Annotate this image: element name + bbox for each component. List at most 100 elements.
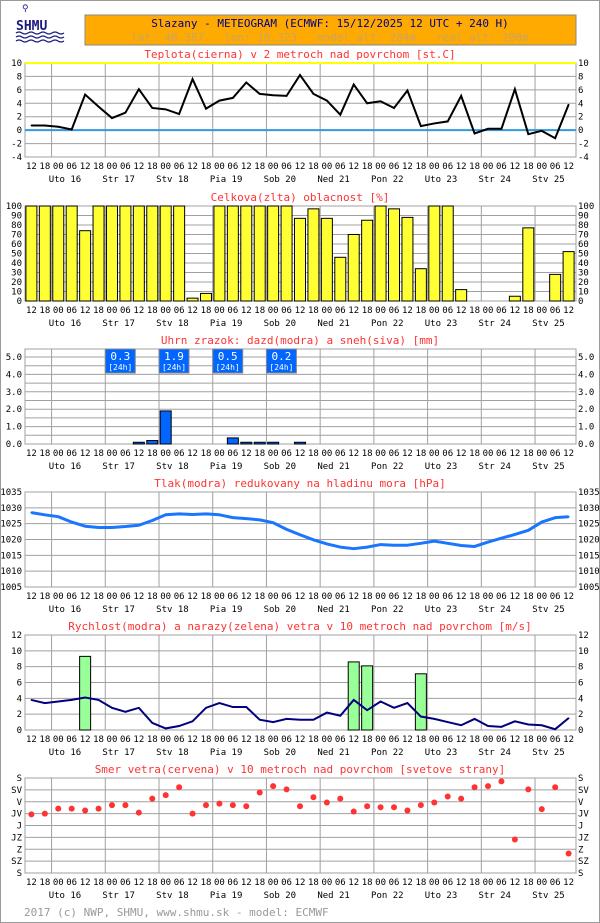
y-tick-label-left: 4 — [17, 99, 22, 109]
y-tick-label-left: 90 — [11, 212, 22, 222]
y-tick-label-left: V — [17, 798, 23, 808]
hour-label: 00 — [53, 162, 64, 172]
daily-total-box — [158, 348, 190, 374]
hour-label: 12 — [456, 735, 467, 745]
hour-label: 00 — [375, 592, 386, 602]
y-tick-label-right: V — [578, 798, 584, 808]
y-tick-label-right: 1010 — [578, 567, 600, 577]
hour-label: 00 — [268, 306, 279, 316]
hour-label: 12 — [348, 735, 359, 745]
y-tick-label-right: Z — [578, 845, 584, 855]
y-tick-label-right: 70 — [578, 231, 589, 241]
hour-label: 12 — [187, 592, 198, 602]
y-tick-label-left: S — [17, 869, 22, 879]
y-tick-label-left: 1025 — [0, 520, 22, 530]
hour-label: 18 — [308, 306, 319, 316]
day-label: Pia 19 — [210, 605, 243, 615]
day-label: Uto 16 — [49, 462, 82, 472]
y-tick-label-left: -2 — [11, 140, 22, 150]
y-tick-label-right: 2 — [578, 710, 583, 720]
cloud-bar — [65, 205, 78, 302]
y-tick-label-right: S — [578, 869, 583, 879]
shmu-logo: ⚲ SHMU — [15, 4, 65, 43]
hour-label: 18 — [254, 735, 265, 745]
wind-direction-point — [82, 807, 89, 814]
hour-label: 00 — [483, 592, 494, 602]
wind-direction-point — [162, 792, 169, 799]
hour-label: 18 — [93, 306, 104, 316]
hour-label: 18 — [93, 162, 104, 172]
y-tick-label-left: JV — [11, 810, 22, 820]
y-tick-label-left: 6 — [17, 679, 22, 689]
wind-direction-point — [28, 811, 35, 818]
cloud-bar — [173, 205, 186, 302]
temperature-point — [84, 93, 86, 96]
hour-label: 00 — [375, 449, 386, 459]
y-tick-label-right: 2.0 — [578, 405, 594, 415]
hour-label: 12 — [348, 878, 359, 888]
temperature-point — [151, 107, 154, 109]
wind-speed-point — [473, 718, 476, 720]
wind-direction-point — [68, 805, 75, 812]
wind-speed-point — [554, 728, 556, 731]
hour-label: 18 — [39, 735, 50, 745]
pressure-point — [339, 546, 342, 549]
temperature-point — [567, 103, 570, 106]
hour-label: 18 — [415, 592, 426, 602]
hour-label: 12 — [563, 306, 574, 316]
temperature-point — [379, 100, 382, 103]
day-label: Str 17 — [102, 605, 135, 615]
hour-label: 12 — [402, 592, 413, 602]
hour-label: 12 — [26, 306, 37, 316]
hour-label: 00 — [107, 162, 118, 172]
hour-label: 18 — [523, 878, 534, 888]
day-label: Uto 23 — [425, 319, 458, 329]
hour-label: 12 — [295, 878, 306, 888]
hour-label: 00 — [321, 306, 332, 316]
pressure-point — [379, 543, 382, 546]
hour-label: 06 — [281, 592, 292, 602]
y-tick-label-right: 60 — [578, 240, 589, 250]
temperature-title: Teplota(cierna) v 2 metroch nad povrchom… — [144, 48, 455, 61]
pressure-point — [500, 537, 503, 540]
temperature-point — [500, 128, 503, 130]
wind-speed-point — [191, 720, 194, 723]
hour-label: 12 — [187, 735, 198, 745]
wind-speed-point — [84, 696, 86, 699]
pressure-point — [406, 544, 409, 547]
day-label: Stv 25 — [532, 462, 565, 472]
day-label: Str 24 — [478, 462, 511, 472]
header-title: Slazany - METEOGRAM (ECMWF: 15/12/2025 1… — [151, 17, 509, 30]
wind-speed-point — [258, 718, 261, 721]
hour-label: 00 — [268, 449, 279, 459]
hour-label: 18 — [201, 449, 212, 459]
hour-label: 12 — [26, 449, 37, 459]
hour-label: 12 — [402, 735, 413, 745]
hour-label: 12 — [563, 735, 574, 745]
day-label: Pon 22 — [371, 605, 404, 615]
wind-direction-point — [55, 805, 62, 812]
y-tick-label-right: 8 — [578, 663, 583, 673]
y-tick-label-left: 100 — [6, 202, 22, 212]
y-tick-label-right: 30 — [578, 269, 589, 279]
day-label: Ned 21 — [317, 891, 350, 901]
hour-label: 18 — [362, 162, 373, 172]
wind-direction-point — [95, 805, 102, 812]
pressure-point — [178, 512, 181, 515]
temperature-point — [70, 128, 73, 131]
day-label: Stv 18 — [156, 175, 189, 185]
temperature-point — [473, 132, 476, 135]
hour-label: 18 — [415, 306, 426, 316]
cloud-bar — [361, 219, 374, 302]
wind-direction-point — [417, 802, 424, 809]
hour-label: 12 — [295, 449, 306, 459]
y-tick-label-left: JZ — [11, 833, 22, 843]
y-tick-label-left: 12 — [11, 631, 22, 641]
pressure-line — [31, 511, 569, 551]
hour-label: 12 — [187, 449, 198, 459]
pressure-point — [84, 525, 87, 528]
hour-label: 12 — [80, 878, 91, 888]
wind-speed-point — [205, 707, 207, 709]
hour-label: 06 — [442, 592, 453, 602]
hour-label: 06 — [227, 162, 238, 172]
